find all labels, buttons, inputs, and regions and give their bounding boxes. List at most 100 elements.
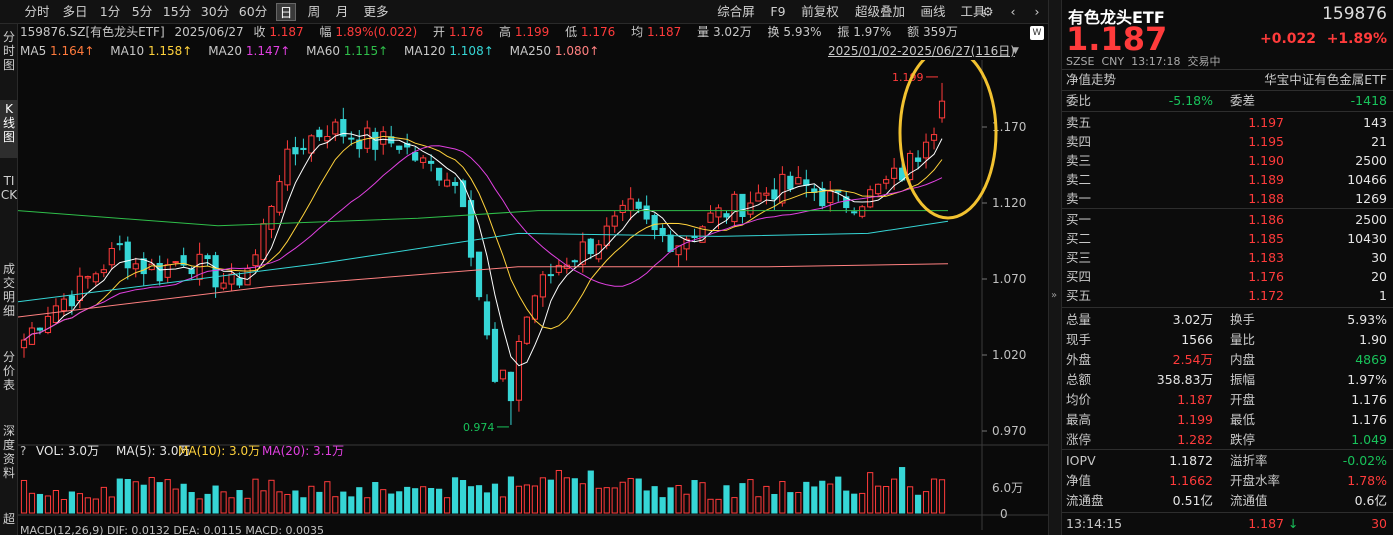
period-tab[interactable]: 分时 [24,4,50,19]
kline-chart[interactable]: 1.170 1.120 1.070 1.020 0.970 1.199 0.974 6.0万 0… [18,60,1048,535]
bid-row[interactable]: 买二 1.185 10430 [1066,231,1387,246]
ma20-value: 1.147↑ [245,44,291,58]
side-tab[interactable]: 超 [2,512,15,526]
volume-bar [372,482,379,514]
volume-bar [627,477,634,514]
volume-bar [499,496,507,514]
period-tab[interactable]: 5分 [131,4,153,19]
ask-row[interactable]: 卖一 1.188 1269 [1066,191,1387,206]
volume-bar [292,490,299,514]
candle-body [922,141,930,159]
stat-row: 涨停 1.282 跌停 1.049 [1066,432,1387,447]
candle-body [396,145,403,150]
candle-body [132,263,139,270]
candle-body [651,214,658,231]
stat-row: 总额 358.83万 振幅 1.97% [1066,372,1387,387]
quote-info-line: 159876.SZ[有色龙头ETF] 2025/06/27 收 1.187 幅 … [20,25,958,39]
side-tab[interactable]: TICK [0,174,18,202]
volume-bar [36,493,44,514]
tool-menu-item[interactable]: 超级叠加 [854,4,905,19]
expand-icon[interactable]: » [1051,290,1058,301]
nav-row[interactable]: 净值走势 华宝中证有色金属ETF [1066,72,1387,87]
period-tab[interactable]: 月 [335,4,349,19]
volume-bar [100,486,107,514]
side-tab[interactable]: 分时图 [2,30,15,72]
volume-bar [922,491,930,514]
stat-row: 现手 1566 量比 1.90 [1066,332,1387,347]
tick-row: 13:14:15 1.187 ↓ 30 [1066,516,1387,531]
chevron-right-icon[interactable]: › [1034,4,1040,19]
tool-menu-item[interactable]: 综合屏 [717,4,755,19]
volume-bar [755,496,762,514]
volume-bar [883,486,890,514]
side-tab[interactable]: K线图 [0,100,18,158]
candle-body [60,298,68,312]
candle-body [428,160,435,164]
volume-bar [212,485,219,514]
period-tab[interactable]: 更多 [363,4,389,19]
volume-bar [715,498,722,514]
volume-bar [803,481,810,514]
amplitude-value: 1.97% [853,25,892,39]
volume-bar [595,487,602,514]
settings-icon[interactable]: ⚙ [982,4,994,19]
period-tab[interactable]: 1分 [99,4,121,19]
bid-row[interactable]: 买四 1.176 20 [1066,269,1387,284]
volume-bar [300,497,307,514]
candle-body [236,277,243,286]
candle-body [220,282,227,289]
side-tab[interactable]: 深度资料 [2,424,15,480]
bid-row[interactable]: 买五 1.172 1 [1066,288,1387,303]
period-tab[interactable]: 60分 [238,4,268,19]
date-range: 2025/01/02-2025/06/27(116日) [828,44,1015,58]
ask-row[interactable]: 卖四 1.195 21 [1066,134,1387,149]
chevron-left-icon[interactable]: ‹ [1010,4,1016,19]
panel-splitter[interactable]: » [1048,0,1062,535]
volume-bar [891,478,898,514]
volume-bar [228,497,235,514]
period-tab[interactable]: 30分 [200,4,230,19]
security-name: 有色龙头ETF [1068,8,1165,27]
ma5-line [23,132,943,367]
volume-bar [204,493,211,514]
weibi-row: 委比 -5.18% 委差 -1418 [1066,93,1387,108]
volume-bar [52,490,60,514]
volume-bar [555,469,562,514]
volume-bar [324,481,331,514]
ask-row[interactable]: 卖三 1.190 2500 [1066,153,1387,168]
tool-menu-item[interactable]: 画线 [920,4,946,19]
period-tab[interactable]: 15分 [162,4,192,19]
tool-menu-item[interactable]: F9 [770,4,786,19]
bid-row[interactable]: 买三 1.183 30 [1066,250,1387,265]
volume-info-text: MA(5): 3.0万 [116,444,191,458]
etf-stat-row: 净值 1.1662 开盘水率 1.78% [1066,473,1387,488]
dropdown-icon[interactable]: ▼ [1012,46,1019,56]
ask-row[interactable]: 卖二 1.189 10466 [1066,172,1387,187]
candle-body [643,205,650,220]
period-tab[interactable]: 周 [307,4,321,19]
security-code: 159876 [1322,4,1387,24]
price-tick-label: 0.970 [992,424,1026,438]
tool-menu-item[interactable]: 前复权 [801,4,839,19]
candle-body [667,234,674,252]
volume-bar [811,486,818,514]
candle-body [467,200,475,258]
volume-bar [284,493,291,514]
volume-bar [356,487,363,514]
period-tab[interactable]: 日 [276,3,296,21]
side-tab[interactable]: 分价表 [2,350,15,392]
ma10-value: 1.158↑ [147,44,193,58]
period-tab[interactable]: 多日 [62,4,88,19]
tool-menu-item[interactable]: 工具 [960,4,986,19]
side-tab[interactable]: 成交明细 [2,262,15,318]
candle-body [827,190,834,204]
ask-row[interactable]: 卖五 1.197 143 [1066,115,1387,130]
candle-body [906,152,914,181]
bid-row[interactable]: 买一 1.186 2500 [1066,212,1387,227]
volume-bar [388,493,395,514]
vol-value: 3.02万 [712,25,752,39]
volume-bar [906,486,914,514]
volume-bar [68,491,75,514]
candle-body [68,295,75,307]
candle-body [515,340,523,401]
